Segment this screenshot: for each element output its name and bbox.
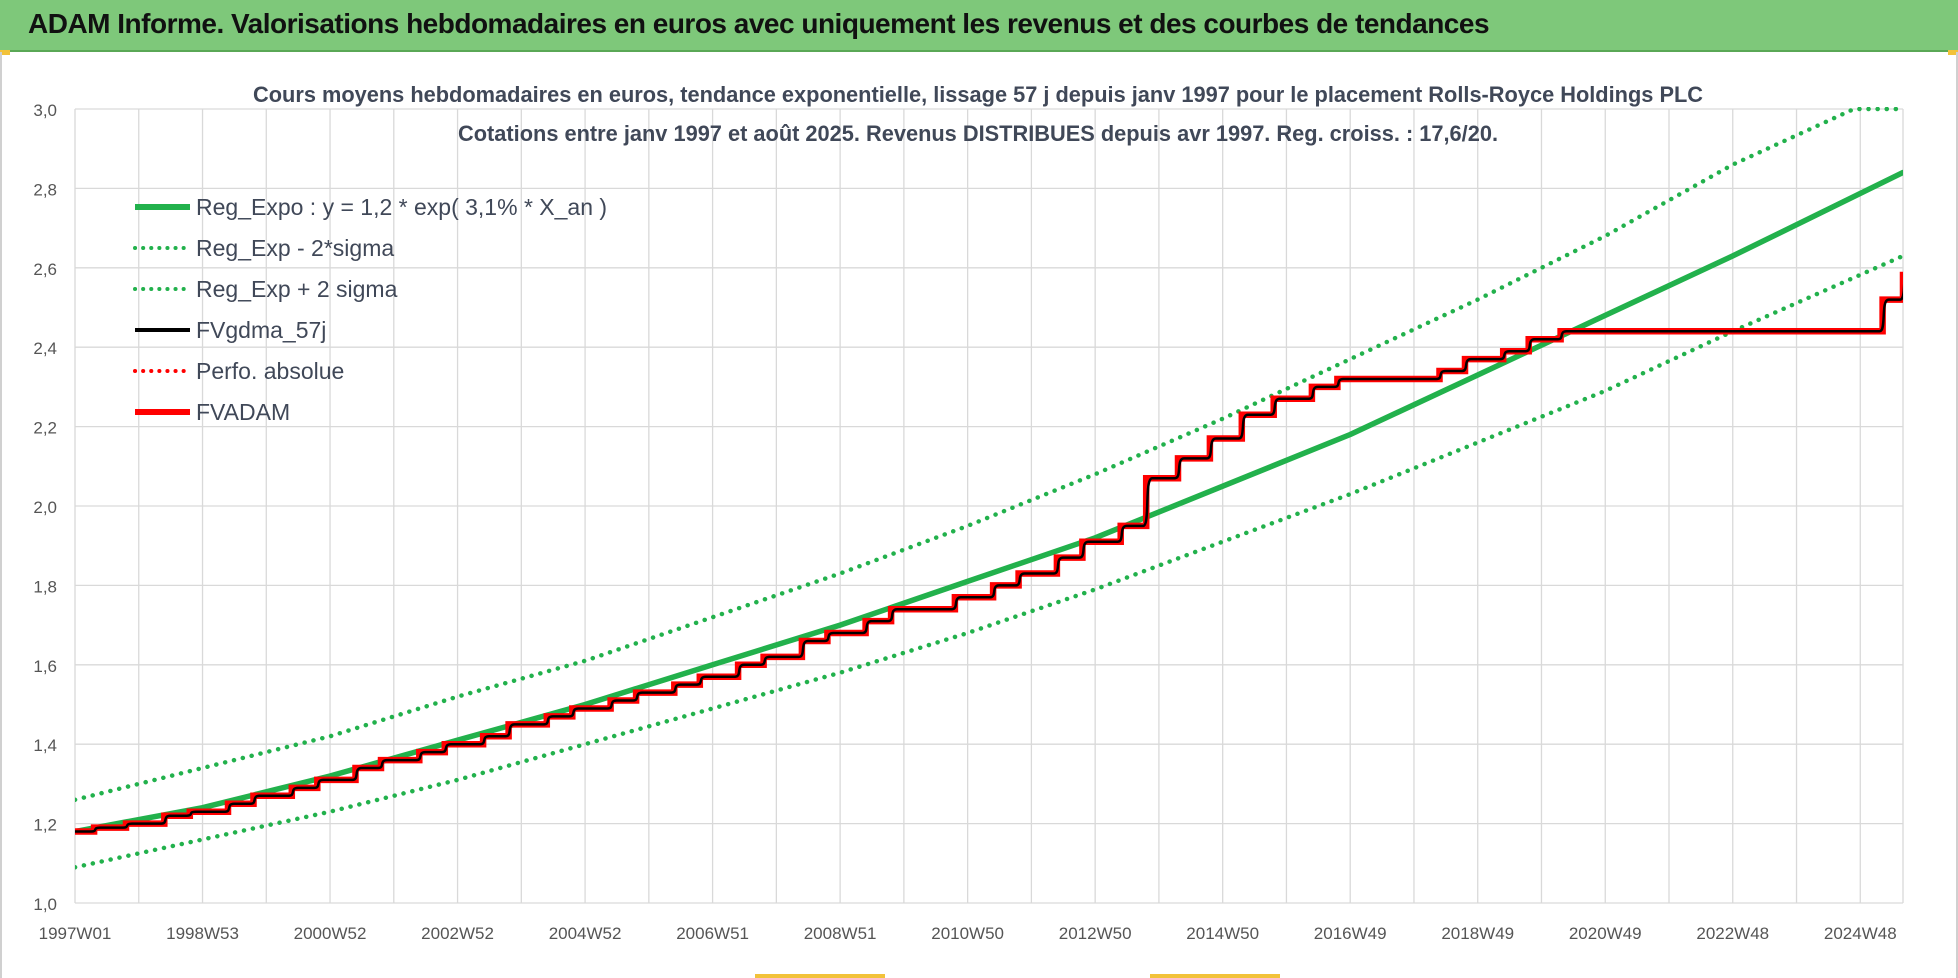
series-line-1 — [75, 107, 1903, 803]
chart-frame — [0, 52, 1958, 978]
y-tick-label: 2,8 — [33, 180, 57, 199]
x-tick-label: 2020W49 — [1569, 924, 1642, 943]
legend-label: Perfo. absolue — [196, 358, 344, 384]
x-tick-label: 1997W01 — [39, 924, 112, 943]
y-tick-label: 2,0 — [33, 498, 57, 517]
y-tick-label: 2,6 — [33, 260, 57, 279]
x-tick-label: 2010W50 — [931, 924, 1004, 943]
y-tick-label: 1,0 — [33, 895, 57, 914]
y-tick-label: 2,2 — [33, 419, 57, 438]
x-tick-label: 1998W53 — [166, 924, 239, 943]
series-line-3 — [75, 271, 1903, 835]
x-tick-label: 2004W52 — [549, 924, 622, 943]
bottom-mark-2 — [1150, 974, 1280, 978]
x-tick-label: 2002W52 — [421, 924, 494, 943]
x-tick-label: 2014W50 — [1186, 924, 1259, 943]
y-tick-label: 1,2 — [33, 816, 57, 835]
x-tick-label: 2024W48 — [1824, 924, 1897, 943]
x-tick-label: 2016W49 — [1314, 924, 1387, 943]
y-tick-label: 1,8 — [33, 577, 57, 596]
series-line-4 — [75, 283, 1903, 833]
x-tick-label: 2000W52 — [294, 924, 367, 943]
page-title: ADAM Informe. Valorisations hebdomadaire… — [28, 8, 1490, 39]
legend: Reg_Expo : y = 1,2 * exp( 3,1% * X_an ) R… — [133, 194, 607, 425]
corner-mark-right — [1948, 50, 1958, 55]
y-tick-label: 1,4 — [33, 736, 57, 755]
y-tick-label: 3,0 — [33, 101, 57, 120]
legend-label: Reg_Expo : y = 1,2 * exp( 3,1% * X_an ) — [196, 194, 607, 220]
legend-label: FVgdma_57j — [196, 317, 326, 343]
x-tick-label: 2006W51 — [676, 924, 749, 943]
y-tick-label: 2,4 — [33, 339, 57, 358]
x-tick-label: 2018W49 — [1441, 924, 1514, 943]
grid-layer — [74, 108, 1904, 904]
x-tick-label: 2022W48 — [1696, 924, 1769, 943]
tick-layer: 1,0 1,2 1,4 1,6 1,8 2,0 2,2 2,4 2,6 2,8 3,0 1997W01… — [33, 101, 1896, 943]
legend-label: Reg_Exp - 2*sigma — [196, 235, 394, 261]
series-layer — [75, 107, 1903, 870]
bottom-mark-1 — [755, 974, 885, 978]
corner-mark-left — [0, 50, 10, 55]
chart-title-line2: Cotations entre janv 1997 et août 2025. … — [458, 121, 1498, 146]
legend-label: FVADAM — [196, 399, 290, 425]
x-tick-label: 2008W51 — [804, 924, 877, 943]
page-header: ADAM Informe. Valorisations hebdomadaire… — [0, 0, 1958, 52]
x-tick-label: 2012W50 — [1059, 924, 1132, 943]
y-tick-label: 1,6 — [33, 657, 57, 676]
chart-title-line1: Cours moyens hebdomadaires en euros, ten… — [253, 82, 1703, 107]
legend-label: Reg_Exp + 2 sigma — [196, 276, 398, 302]
